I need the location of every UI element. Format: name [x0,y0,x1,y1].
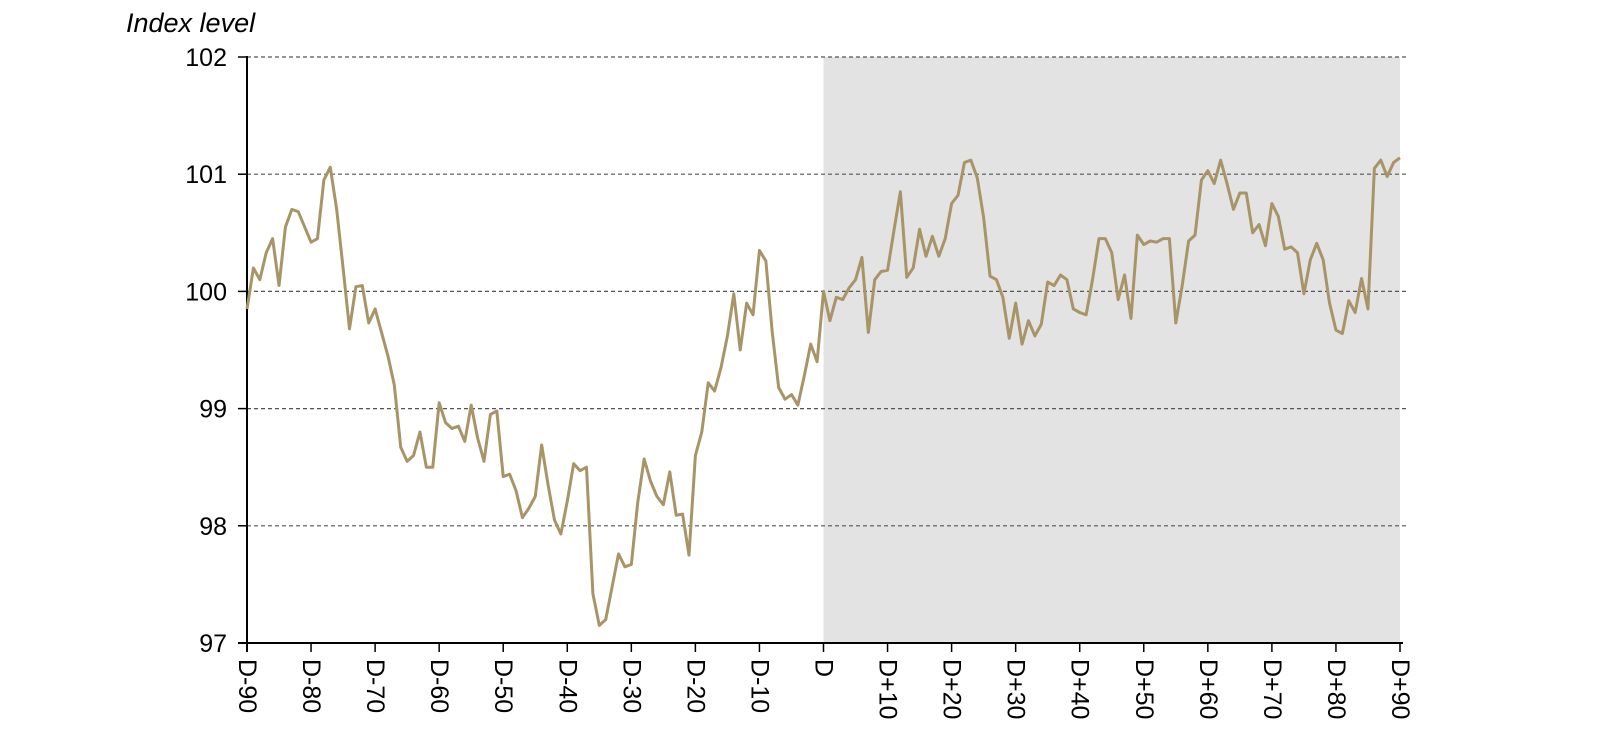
x-tick-label: D-80 [297,659,325,713]
x-tick-label: D-60 [425,659,453,713]
y-tick-label: 102 [185,44,227,72]
series-line [245,156,1401,627]
x-tick-label: D-20 [681,659,709,713]
x-tick-label: D+90 [1386,659,1414,719]
x-axis-ticks: D-90 D-80 D-70 D-60 D-50 D-40 D-30 D-20 D-10 D D+1… [233,643,1414,719]
x-tick-label: D-40 [553,659,581,713]
x-tick-label: D+50 [1130,659,1158,719]
y-axis-ticks: 97 98 99 100 101 102 [185,44,247,658]
x-tick-label: D-10 [745,659,773,713]
x-tick-label: D+70 [1258,659,1286,719]
y-tick-label: 99 [199,396,227,424]
x-tick-label: D-90 [233,659,261,713]
y-tick-label: 101 [185,161,227,189]
y-tick-label: 98 [199,513,227,541]
shaded-period-region [823,57,1400,643]
y-tick-label: 100 [185,278,227,306]
x-tick-label: D+30 [1002,659,1030,719]
x-tick-label: D+20 [938,659,966,719]
x-tick-label: D-50 [489,659,517,713]
x-tick-label: D+60 [1194,659,1222,719]
x-tick-label: D-30 [617,659,645,713]
x-tick-label: D+80 [1322,659,1350,719]
x-tick-label: D+10 [874,659,902,719]
x-tick-label: D+40 [1066,659,1094,719]
y-axis-label: Index level [126,8,256,38]
x-tick-label: D-70 [361,659,389,713]
x-tick-label: D [810,659,838,677]
y-tick-label: 97 [199,630,227,658]
